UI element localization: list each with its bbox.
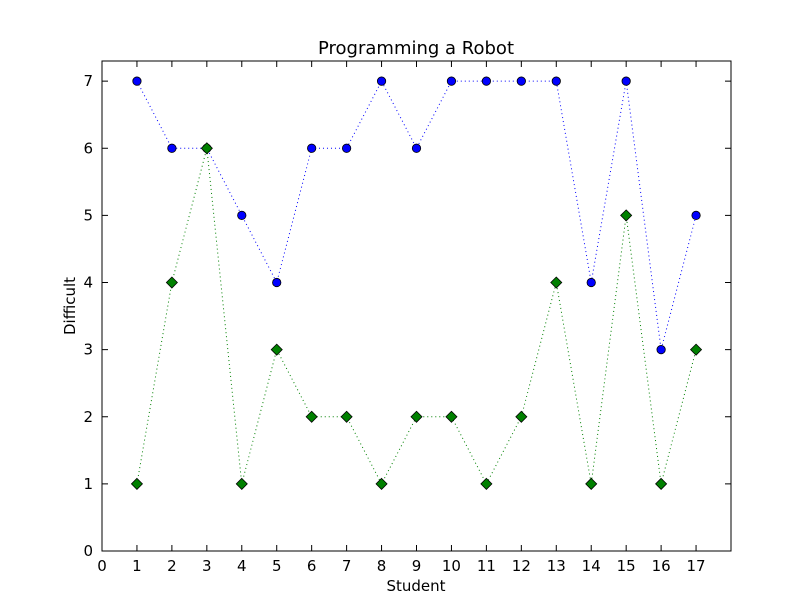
y-tick-label: 2: [83, 408, 93, 426]
series-1-point: [411, 143, 422, 153]
y-tick-label: 6: [83, 139, 93, 157]
series-2-point: [375, 477, 388, 490]
series-1-point: [656, 345, 666, 355]
y-tick-label: 4: [83, 274, 93, 292]
series-2-point: [200, 142, 213, 155]
x-tick-label: 11: [477, 557, 496, 575]
x-tick-label: 14: [582, 557, 601, 575]
series-2-point: [689, 343, 703, 356]
x-tick-label: 17: [687, 557, 706, 575]
series-2-point: [620, 209, 633, 222]
x-tick-label: 7: [342, 557, 352, 575]
series-1-point: [376, 76, 387, 86]
y-tick-label: 5: [83, 206, 93, 224]
series-1-point: [237, 210, 247, 220]
series-2-point: [655, 477, 668, 490]
x-tick-label: 10: [442, 557, 461, 575]
x-tick-label: 6: [307, 557, 317, 575]
series-1-point: [691, 210, 701, 220]
series-2-point: [340, 410, 353, 423]
series-2-point: [550, 276, 563, 289]
x-axis-label: Student: [386, 577, 445, 595]
series-2-point: [445, 410, 458, 423]
series-1-point: [551, 76, 561, 86]
series-2-point: [305, 410, 318, 423]
series-2-point: [130, 477, 144, 490]
series-1-point: [621, 76, 631, 86]
x-tick-label: 1: [132, 557, 142, 575]
x-tick-label: 2: [167, 557, 177, 575]
series-1-point: [167, 143, 177, 153]
series-1-point: [481, 76, 491, 86]
series-1-point: [272, 277, 282, 288]
series-2-point: [165, 276, 178, 289]
series-1-point: [132, 76, 142, 86]
x-tick-label: 12: [512, 557, 531, 575]
y-tick-label: 1: [83, 475, 93, 493]
x-tick-label: 3: [202, 557, 212, 575]
series-2-point: [410, 410, 423, 423]
series-1-point: [516, 76, 526, 86]
x-tick-label: 8: [377, 557, 387, 575]
x-tick-label: 5: [272, 557, 282, 575]
y-tick-label: 7: [83, 72, 93, 90]
x-tick-label: 4: [237, 557, 247, 575]
plot-frame: [101, 60, 732, 552]
chart-title: Programming a Robot: [318, 38, 514, 59]
series-2-point: [585, 477, 598, 490]
x-tick-label: 13: [547, 557, 566, 575]
y-tick-label: 3: [83, 341, 93, 359]
series-2-point: [235, 477, 248, 490]
series-2-line: [136, 148, 697, 485]
series-1-point: [586, 277, 596, 288]
series-2-point: [480, 477, 493, 490]
series-1-point: [342, 143, 352, 153]
x-tick-label: 16: [652, 557, 671, 575]
x-tick-label: 15: [617, 557, 636, 575]
x-tick-label: 0: [97, 557, 107, 575]
x-tick-label: 9: [412, 557, 422, 575]
series-layer: [130, 76, 703, 490]
series-1-point: [446, 76, 457, 86]
y-tick-label: 0: [83, 542, 93, 560]
y-axis-label: Difficult: [61, 277, 79, 335]
series-2-point: [270, 343, 283, 356]
series-1-point: [307, 143, 317, 153]
series-2-point: [515, 410, 528, 423]
